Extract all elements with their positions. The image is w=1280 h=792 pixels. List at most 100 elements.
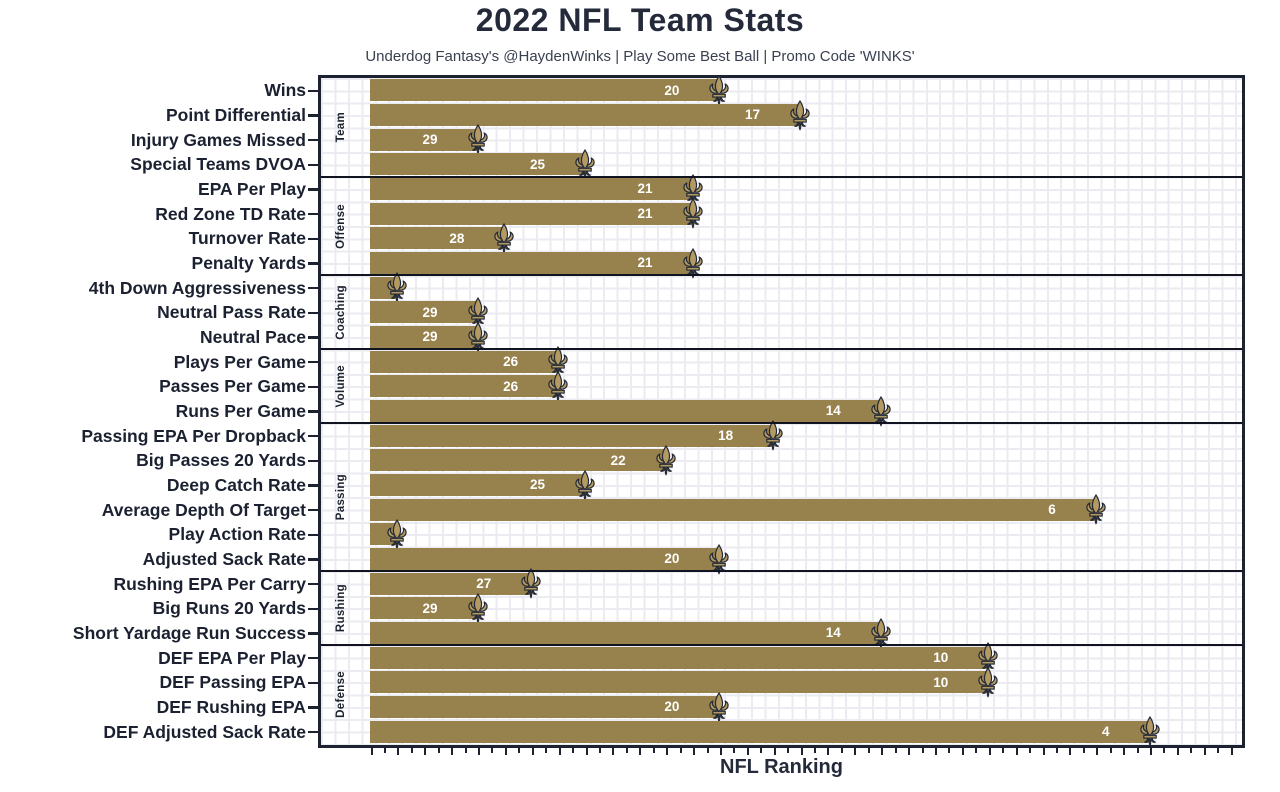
x-axis-tick <box>894 748 897 753</box>
bar: 18 <box>370 424 774 447</box>
bar: 29 <box>370 597 478 620</box>
category-separator-line <box>321 348 1242 351</box>
bar-value-label: 18 <box>718 428 734 444</box>
category-label-wrap: Volume <box>327 349 355 423</box>
x-axis-tick <box>1096 748 1099 755</box>
y-axis-label: Wins <box>264 80 306 101</box>
x-axis-tick <box>1029 748 1032 753</box>
bar-value-label: 21 <box>637 206 653 222</box>
fleur-de-lis-icon <box>467 124 488 155</box>
bar: 10 <box>370 646 989 669</box>
bar-value-label: 14 <box>825 625 841 641</box>
y-axis-tick <box>308 360 318 364</box>
x-axis-tick <box>652 748 655 753</box>
category-separator-line <box>321 570 1242 573</box>
fleur-de-lis-icon <box>1139 716 1160 747</box>
category-label: Rushing <box>335 584 347 633</box>
y-axis-tick <box>308 138 318 142</box>
x-axis-tick <box>612 748 615 755</box>
bar: 6 <box>370 498 1096 521</box>
x-axis-tick <box>451 748 454 755</box>
y-axis-tick <box>308 656 318 660</box>
y-axis-label: Play Action Rate <box>168 524 306 545</box>
fleur-de-lis-icon <box>978 667 998 698</box>
y-axis-tick <box>308 582 318 586</box>
bar-value-label: 17 <box>745 107 761 123</box>
x-axis-tick <box>921 748 924 753</box>
bar-value-label: 14 <box>825 403 841 419</box>
x-axis-tick <box>706 748 709 753</box>
x-axis-tick <box>625 748 628 753</box>
fleur-de-lis-icon <box>1086 494 1106 525</box>
bar-value-label: 29 <box>422 132 438 148</box>
category-label-wrap: Defense <box>327 645 355 744</box>
x-axis-tick <box>679 748 682 753</box>
y-axis-label: DEF Passing EPA <box>159 672 306 693</box>
y-axis-label: DEF Rushing EPA <box>156 696 306 717</box>
bar: 29 <box>370 301 478 324</box>
fleur-de-lis-icon <box>709 75 730 106</box>
bar: 26 <box>370 375 559 398</box>
y-axis-label: DEF EPA Per Play <box>158 647 306 668</box>
x-axis-tick <box>531 748 534 755</box>
category-label-wrap: Offense <box>327 177 355 276</box>
y-axis-label: Passes Per Game <box>159 376 306 397</box>
fleur-de-lis-icon <box>655 445 676 476</box>
y-axis-labels: Wins Point Differential Injury Games Misse… <box>0 79 306 745</box>
x-axis-tick <box>908 748 911 755</box>
x-axis-tick <box>934 748 937 755</box>
x-axis-tick <box>572 748 575 753</box>
bar: 21 <box>370 177 693 201</box>
category-label: Defense <box>335 671 347 719</box>
bar: 27 <box>370 572 532 595</box>
y-axis-label: Red Zone TD Rate <box>155 203 306 224</box>
x-axis-ticks <box>322 748 1243 758</box>
y-axis-label: Passing EPA Per Dropback <box>81 425 306 446</box>
y-axis-tick <box>308 484 318 487</box>
y-axis-ticks <box>308 79 318 745</box>
bar-value-label: 28 <box>449 230 465 246</box>
x-axis-tick <box>410 748 413 753</box>
bar: 21 <box>370 202 693 225</box>
x-axis-tick <box>478 748 481 755</box>
x-axis-tick <box>1055 748 1058 753</box>
y-axis-label: Neutral Pace <box>199 326 306 347</box>
x-axis-tick <box>424 748 427 755</box>
x-axis-tick <box>504 748 507 755</box>
x-axis-tick <box>827 748 830 755</box>
fleur-de-lis-icon <box>521 568 541 599</box>
fleur-de-lis-icon <box>548 371 568 402</box>
y-axis-tick <box>308 706 318 709</box>
y-axis-tick <box>308 237 318 241</box>
fleur-de-lis-icon <box>709 691 730 722</box>
category-separator-line <box>321 422 1242 425</box>
bar-value-label: 27 <box>476 576 492 592</box>
x-axis-tick <box>867 748 870 753</box>
x-axis-tick <box>760 748 763 753</box>
category-label-wrap: Passing <box>327 423 355 571</box>
y-axis-tick <box>308 508 318 512</box>
chart-subtitle: Underdog Fantasy's @HaydenWinks | Play S… <box>365 48 915 65</box>
bar-value-label: 25 <box>530 477 546 493</box>
fleur-de-lis-icon <box>575 469 595 500</box>
bar: 22 <box>370 449 666 472</box>
y-axis-tick <box>308 89 318 93</box>
y-axis-tick <box>308 212 318 216</box>
y-axis-label: EPA Per Play <box>198 178 306 199</box>
x-axis-tick <box>881 748 884 755</box>
category-separator-line <box>321 175 1242 178</box>
bar-value-label: 20 <box>664 82 680 98</box>
x-axis-tick <box>975 748 978 753</box>
x-axis-tick <box>1230 748 1233 755</box>
x-axis-tick <box>585 748 588 755</box>
x-axis-tick <box>1190 748 1193 753</box>
fleur-de-lis-icon <box>682 198 703 229</box>
y-axis-tick <box>308 114 318 117</box>
category-label: Passing <box>335 474 347 521</box>
y-axis-label: Runs Per Game <box>175 400 306 421</box>
x-axis-tick <box>746 748 749 755</box>
category-label-wrap: Coaching <box>327 275 355 349</box>
x-axis-tick <box>814 748 817 753</box>
chart-title: 2022 NFL Team Stats <box>475 2 805 38</box>
y-axis-tick <box>308 607 318 611</box>
